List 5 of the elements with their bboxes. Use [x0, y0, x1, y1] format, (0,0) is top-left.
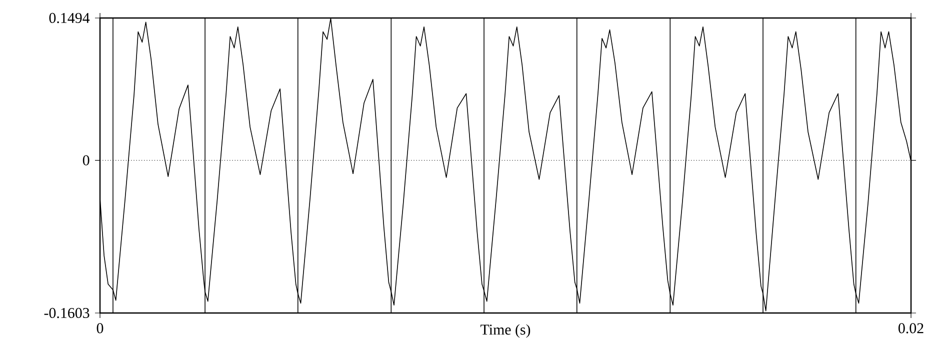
y-tick-label: -0.1603 [44, 308, 90, 318]
x-tick-label: 0.02 [898, 323, 924, 334]
y-tick-label: 0.1494 [49, 12, 90, 24]
y-tick-label: 0 [82, 155, 90, 166]
x-axis-title: Time (s) [480, 324, 530, 338]
